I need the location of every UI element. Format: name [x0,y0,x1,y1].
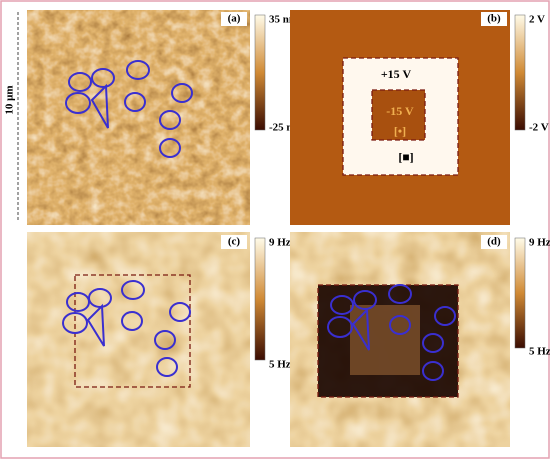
colorbar [254,14,266,131]
inner-voltage: -15 V [386,104,414,118]
ellipse [353,290,377,310]
inner-marker: [•] [394,124,406,138]
ellipse [422,333,444,353]
outer-voltage: +15 V [381,67,412,81]
ellipse [327,316,353,338]
ellipse [159,138,181,158]
panel-label: (d) [487,236,501,248]
ellipse [169,302,191,322]
afm-image [27,10,250,225]
panel-label: (b) [487,13,501,25]
ellipse [434,306,456,326]
outer-square [74,274,191,388]
ellipse [121,311,143,331]
inner-region [372,90,425,140]
colorbar [254,237,266,361]
label-bg [221,12,247,26]
ellipse [159,110,181,130]
ellipses [62,280,191,377]
colorbar-max: 9 Hz [269,237,291,249]
label-bg [221,235,247,249]
ellipse [124,92,146,112]
ellipse [126,60,150,80]
outer-marker: [■] [398,150,413,164]
ellipse [86,303,105,347]
ellipse [388,284,412,304]
colorbar [514,237,526,349]
ellipse [121,280,145,300]
esm-image [27,232,250,447]
outer-square [317,284,459,398]
ellipse [422,361,444,381]
ellipse [65,92,91,114]
ellipse [156,357,178,377]
ellipses [327,284,456,381]
outer-square [342,57,459,176]
colorbar-min: 5 Hz [529,346,550,358]
ellipse [351,307,370,351]
colorbar-max: 2 V [529,14,545,26]
ellipse [389,315,411,335]
ellipse [154,330,176,350]
ellipse [90,83,109,129]
ellipse [68,72,92,92]
ellipses [65,60,193,158]
ellipse [330,295,354,315]
ellipse [171,83,193,103]
ellipse [62,312,88,334]
inner-square [371,89,426,141]
label-bg [481,235,507,249]
panel-label: (c) [228,236,241,248]
colorbar-min: 5 Hz [269,359,291,371]
colorbar-max: 9 Hz [529,237,550,249]
ellipse [91,68,115,88]
scale-bar-label: 10 μm [4,85,16,114]
colorbar-min: -2 V [529,122,549,134]
colorbar [514,14,526,131]
panel-label: (a) [228,13,241,25]
label-bg [481,12,507,26]
